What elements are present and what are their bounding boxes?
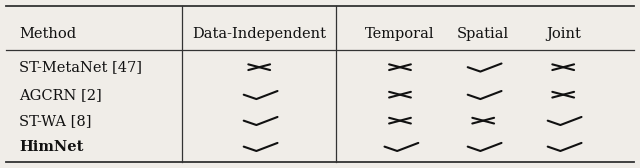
Text: Data-Independent: Data-Independent [192, 27, 326, 41]
Text: AGCRN [2]: AGCRN [2] [19, 88, 102, 102]
Text: ST-MetaNet [47]: ST-MetaNet [47] [19, 60, 142, 74]
Text: Joint: Joint [546, 27, 580, 41]
Text: Spatial: Spatial [457, 27, 509, 41]
Text: Temporal: Temporal [365, 27, 435, 41]
Text: Method: Method [19, 27, 76, 41]
Text: ST-WA [8]: ST-WA [8] [19, 114, 92, 128]
Text: HimNet: HimNet [19, 140, 84, 154]
